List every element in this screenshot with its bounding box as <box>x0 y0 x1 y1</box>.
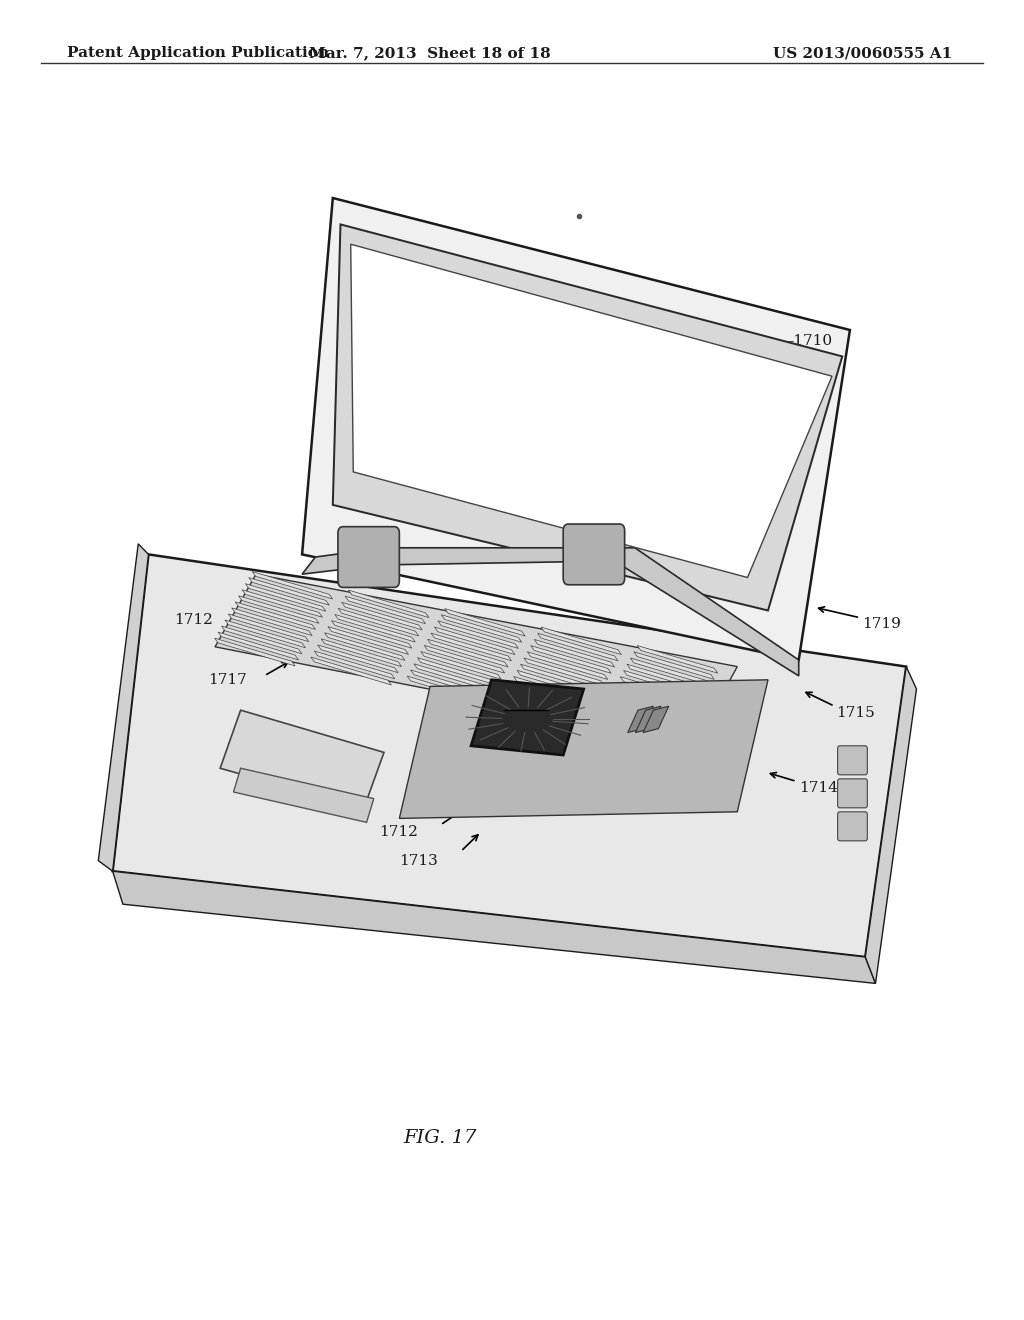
Text: Patent Application Publication: Patent Application Publication <box>67 46 329 61</box>
Polygon shape <box>635 706 662 733</box>
Polygon shape <box>249 578 330 605</box>
FancyBboxPatch shape <box>838 746 867 775</box>
Polygon shape <box>504 696 584 723</box>
Polygon shape <box>418 657 498 685</box>
Polygon shape <box>311 657 391 685</box>
Polygon shape <box>507 689 588 717</box>
Polygon shape <box>600 714 680 742</box>
Polygon shape <box>228 614 309 642</box>
Polygon shape <box>218 632 299 660</box>
Polygon shape <box>631 657 711 685</box>
FancyBboxPatch shape <box>838 779 867 808</box>
Polygon shape <box>431 634 512 661</box>
FancyBboxPatch shape <box>838 812 867 841</box>
Polygon shape <box>335 614 416 642</box>
Polygon shape <box>541 627 622 655</box>
Polygon shape <box>471 680 584 755</box>
Polygon shape <box>328 627 409 655</box>
Polygon shape <box>616 682 697 710</box>
Polygon shape <box>98 544 148 871</box>
Polygon shape <box>510 682 591 710</box>
Polygon shape <box>643 706 669 733</box>
Polygon shape <box>444 609 525 636</box>
Polygon shape <box>399 680 768 818</box>
Polygon shape <box>338 609 419 636</box>
Polygon shape <box>637 645 718 673</box>
Polygon shape <box>634 652 715 680</box>
Polygon shape <box>314 651 395 678</box>
Text: 1714: 1714 <box>799 781 838 795</box>
Polygon shape <box>441 615 522 643</box>
Polygon shape <box>302 198 850 660</box>
Polygon shape <box>113 554 906 957</box>
Polygon shape <box>233 768 374 822</box>
Polygon shape <box>236 602 315 630</box>
Polygon shape <box>535 639 614 667</box>
Polygon shape <box>628 706 653 733</box>
Polygon shape <box>517 671 598 698</box>
Polygon shape <box>348 590 429 618</box>
Text: Mar. 7, 2013  Sheet 18 of 18: Mar. 7, 2013 Sheet 18 of 18 <box>309 46 551 61</box>
Text: 1717: 1717 <box>208 673 247 686</box>
Polygon shape <box>421 652 502 680</box>
Polygon shape <box>434 627 515 655</box>
Polygon shape <box>613 689 694 717</box>
Polygon shape <box>524 657 604 685</box>
Polygon shape <box>215 638 295 667</box>
Polygon shape <box>302 548 799 676</box>
Text: FIG. 17: FIG. 17 <box>403 1129 477 1147</box>
Text: 1711: 1711 <box>504 696 543 709</box>
Polygon shape <box>225 620 305 648</box>
Text: —1710: —1710 <box>778 334 833 347</box>
Polygon shape <box>242 590 323 618</box>
Polygon shape <box>530 645 611 673</box>
Polygon shape <box>113 871 876 983</box>
Polygon shape <box>333 224 842 610</box>
Text: 1719: 1719 <box>862 618 901 631</box>
Polygon shape <box>220 710 384 809</box>
Text: 1713: 1713 <box>399 854 438 867</box>
Polygon shape <box>221 626 302 653</box>
Polygon shape <box>322 639 401 667</box>
Polygon shape <box>520 664 601 692</box>
Polygon shape <box>428 639 508 667</box>
Polygon shape <box>246 583 326 611</box>
Polygon shape <box>252 572 333 599</box>
Polygon shape <box>527 652 608 680</box>
Polygon shape <box>606 701 687 730</box>
Polygon shape <box>865 667 916 983</box>
Polygon shape <box>424 645 505 673</box>
Polygon shape <box>215 574 737 742</box>
Text: 1715: 1715 <box>837 706 876 719</box>
Polygon shape <box>350 244 831 578</box>
Polygon shape <box>342 602 422 630</box>
Polygon shape <box>621 677 700 705</box>
Polygon shape <box>610 696 690 723</box>
Polygon shape <box>514 676 594 705</box>
Polygon shape <box>325 632 406 660</box>
Polygon shape <box>627 664 708 692</box>
Polygon shape <box>408 676 487 704</box>
Polygon shape <box>414 664 495 692</box>
Polygon shape <box>603 708 684 735</box>
FancyBboxPatch shape <box>563 524 625 585</box>
Polygon shape <box>411 671 492 698</box>
Polygon shape <box>239 595 319 623</box>
Text: US 2013/0060555 A1: US 2013/0060555 A1 <box>773 46 952 61</box>
Polygon shape <box>624 671 705 698</box>
Polygon shape <box>345 597 426 623</box>
Polygon shape <box>317 645 398 673</box>
Polygon shape <box>438 620 518 648</box>
Text: 1712: 1712 <box>174 614 213 627</box>
Text: 1712: 1712 <box>379 825 418 838</box>
Polygon shape <box>231 609 312 635</box>
FancyBboxPatch shape <box>338 527 399 587</box>
Polygon shape <box>332 620 412 648</box>
Polygon shape <box>538 634 618 661</box>
